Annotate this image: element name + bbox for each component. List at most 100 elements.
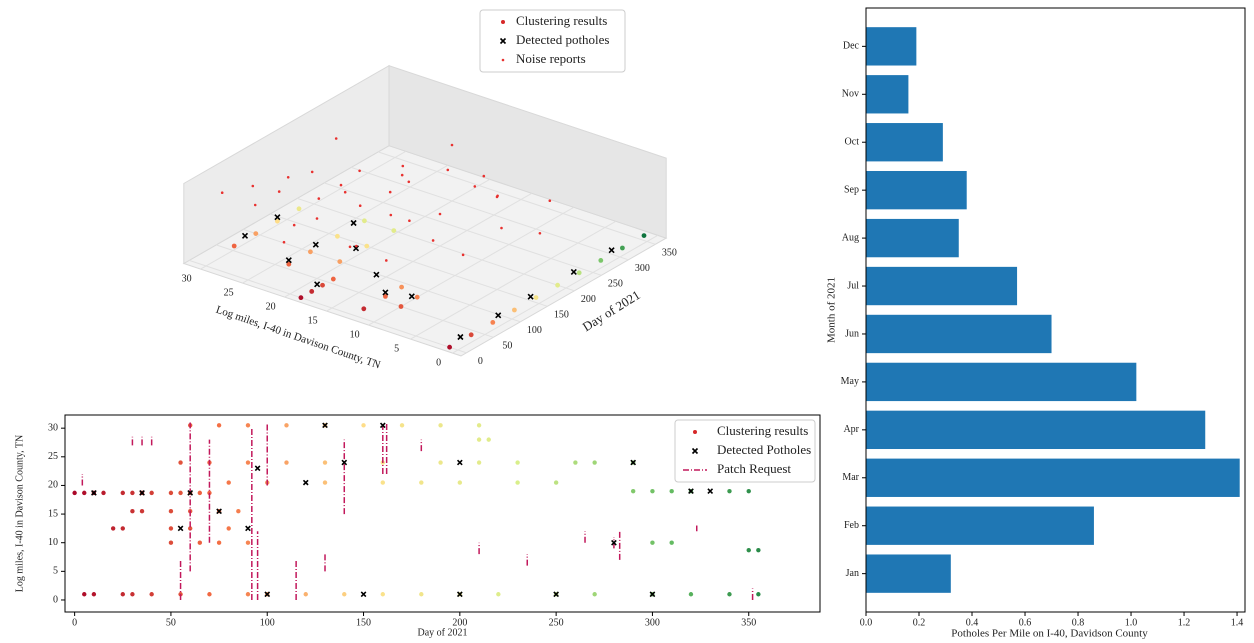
pothole-marker xyxy=(456,459,463,466)
x-tick-label: 150 xyxy=(554,310,569,321)
cluster-point xyxy=(399,284,404,290)
cluster-point xyxy=(490,320,496,325)
pothole-marker xyxy=(630,459,637,466)
pothole-marker xyxy=(302,479,309,486)
noise-point xyxy=(286,176,290,179)
cluster-point xyxy=(486,437,491,442)
cluster-point xyxy=(533,295,539,300)
pothole-marker xyxy=(495,312,502,319)
x-tick-label: 250 xyxy=(608,279,623,290)
x-axis-label: Day of 2021 xyxy=(418,627,468,638)
noise-point xyxy=(500,226,503,230)
cluster-point xyxy=(216,540,222,545)
cluster-point xyxy=(414,294,420,300)
pothole-marker xyxy=(382,289,389,296)
cluster-point xyxy=(592,460,597,465)
noise-point xyxy=(358,169,361,173)
y-tick-label: 20 xyxy=(48,480,58,491)
pothole-marker xyxy=(241,232,249,239)
cluster-point xyxy=(110,526,116,531)
legend-label: Noise reports xyxy=(516,51,586,66)
cluster-point xyxy=(226,526,231,531)
cluster-point xyxy=(512,307,517,313)
cluster-point xyxy=(197,490,203,496)
y-tick-label: Aug xyxy=(842,232,859,243)
cluster-point xyxy=(756,547,761,553)
y-tick-label: 20 xyxy=(266,301,276,312)
y-tick-label: 5 xyxy=(53,566,58,577)
noise-point xyxy=(385,259,388,262)
cluster-point xyxy=(120,526,125,531)
noise-point xyxy=(548,199,552,202)
cluster-point xyxy=(476,423,482,428)
cluster-point xyxy=(253,231,259,237)
cluster-point xyxy=(598,258,604,263)
cluster-point xyxy=(746,488,751,494)
cluster-point xyxy=(130,509,135,514)
noise-point xyxy=(407,180,411,184)
x-tick-label: 0.6 xyxy=(1019,617,1032,628)
cluster-point xyxy=(438,423,443,428)
cluster-point xyxy=(322,480,328,485)
cluster-point xyxy=(335,233,340,239)
noise-point xyxy=(461,253,465,257)
pothole-marker xyxy=(245,525,251,532)
noise-point xyxy=(253,203,257,207)
grid-line xyxy=(378,151,656,245)
y-tick-label: Jan xyxy=(846,568,859,579)
pothole-marker xyxy=(216,508,222,515)
noise-point xyxy=(438,212,442,216)
cluster-point xyxy=(245,592,251,597)
x-tick-label: 1.4 xyxy=(1231,617,1244,628)
legend-label: Patch Request xyxy=(717,461,791,476)
cluster-point xyxy=(149,592,154,597)
cluster-point xyxy=(320,282,325,288)
cluster-point xyxy=(231,243,237,249)
pothole-marker xyxy=(264,591,271,598)
pothole-marker xyxy=(611,539,617,546)
legend-label: Clustering results xyxy=(516,13,607,28)
x-tick-label: 50 xyxy=(502,341,512,352)
cluster-point xyxy=(91,592,97,597)
cluster-point xyxy=(468,332,474,338)
bar xyxy=(866,314,1052,354)
bar xyxy=(866,75,909,114)
plot-frame xyxy=(865,7,1246,613)
bar xyxy=(866,410,1206,450)
noise-point xyxy=(400,173,404,177)
cluster-point xyxy=(342,592,347,597)
pothole-marker xyxy=(553,591,560,598)
pothole-marker xyxy=(139,490,145,496)
cluster-point xyxy=(245,423,251,428)
y-tick-label: 0 xyxy=(436,357,441,368)
cluster-point xyxy=(419,592,424,597)
x-tick-label: 0.4 xyxy=(966,617,979,628)
pothole-marker xyxy=(314,281,321,288)
pothole-marker xyxy=(352,245,360,252)
cluster-point xyxy=(669,488,674,494)
cluster-point xyxy=(756,592,761,597)
grid-line xyxy=(200,150,407,270)
cluster-point xyxy=(399,423,405,428)
noise-point xyxy=(482,174,486,178)
pothole-marker xyxy=(274,214,281,221)
bar xyxy=(866,27,917,66)
cluster-point xyxy=(419,480,424,485)
y-tick-label: Jul xyxy=(847,280,859,291)
cluster-point xyxy=(322,460,328,465)
legend-marker xyxy=(499,37,507,45)
cluster-point xyxy=(216,423,222,428)
cluster-point xyxy=(592,592,597,597)
noise-point xyxy=(282,240,286,244)
legend-marker xyxy=(693,430,697,434)
pothole-marker xyxy=(91,490,97,496)
cluster-point xyxy=(727,488,732,494)
y-tick-label: 15 xyxy=(48,508,58,519)
y-tick-label: Oct xyxy=(845,137,860,148)
y-tick-label: Nov xyxy=(842,89,859,100)
cluster-point xyxy=(284,423,289,428)
y-tick-label: Jun xyxy=(845,328,859,339)
cluster-point xyxy=(226,480,231,485)
cluster-point xyxy=(139,509,145,514)
cluster-point xyxy=(476,460,482,465)
